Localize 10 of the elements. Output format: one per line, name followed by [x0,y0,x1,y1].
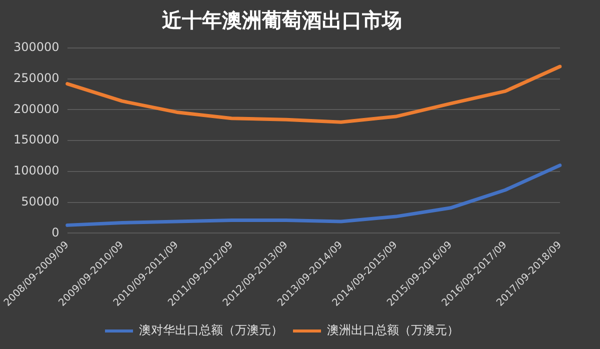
legend-label: 澳对华出口总额（万澳元） [139,323,283,338]
y-tick-label: 300000 [13,40,60,54]
chart-title: 近十年澳洲葡萄酒出口市场 [161,8,402,32]
y-tick-label: 50000 [21,194,60,208]
y-tick-label: 100000 [13,164,60,178]
y-tick-label: 200000 [13,102,60,116]
y-tick-label: 250000 [13,70,60,85]
legend-label: 澳洲出口总额（万澳元） [327,323,459,338]
y-tick-label: 150000 [13,132,60,147]
y-tick-label: 0 [52,225,60,240]
